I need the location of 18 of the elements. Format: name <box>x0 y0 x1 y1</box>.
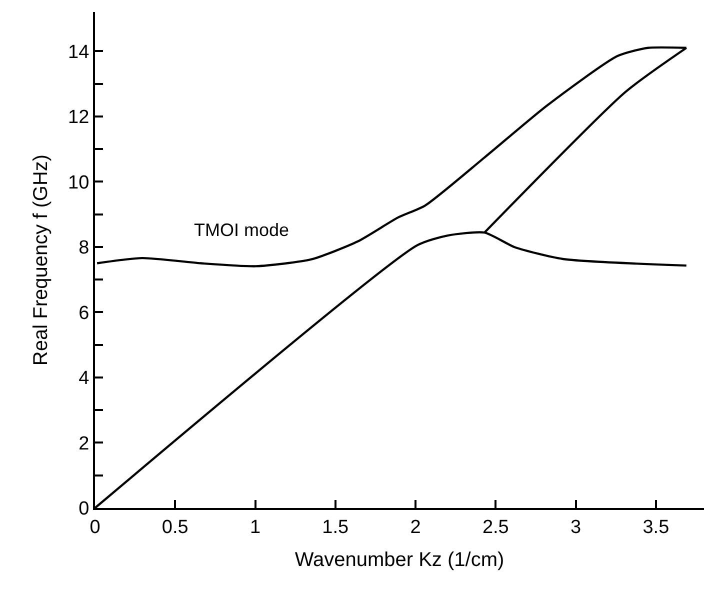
y-tick-label: 12 <box>68 107 90 128</box>
x-tick-label: 1.5 <box>322 516 349 538</box>
y-tick-label: 14 <box>68 42 90 63</box>
y-tick-label: 8 <box>78 238 90 259</box>
x-tick-label: 2 <box>410 516 421 538</box>
x-axis-title: Wavenumber Kz (1/cm) <box>294 548 504 571</box>
y-tick-label: 0 <box>78 498 90 520</box>
x-tick-label: 3.5 <box>642 516 670 538</box>
x-tick-label: 2.5 <box>482 516 509 538</box>
x-tick-label: 0.5 <box>162 516 188 538</box>
y-axis-title: Real Frequency f (GHz) <box>30 154 52 366</box>
y-tick-label: 10 <box>68 172 90 194</box>
annotation: TMOI mode <box>194 220 290 240</box>
x-tick-label: 3 <box>570 516 582 538</box>
y-tick-label: 6 <box>78 302 90 324</box>
y-tick-label: 2 <box>78 433 90 454</box>
y-tick-label: 4 <box>78 368 90 390</box>
x-tick-label: 1 <box>250 516 261 538</box>
